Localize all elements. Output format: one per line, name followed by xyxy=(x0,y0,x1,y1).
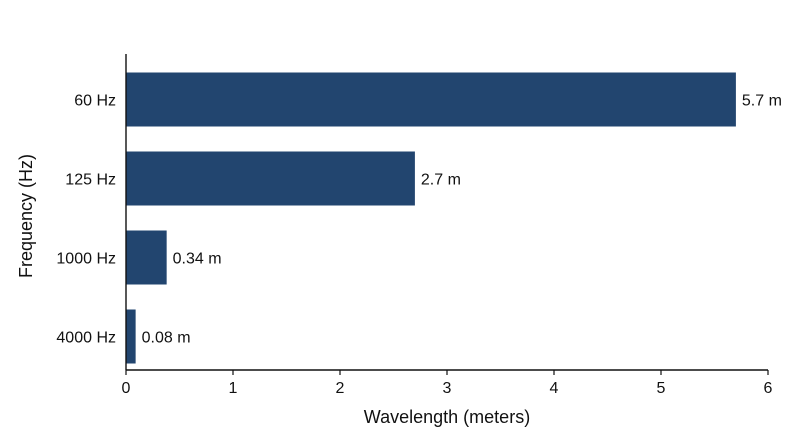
x-tick-label-2: 2 xyxy=(336,380,345,397)
x-tick-label-0: 0 xyxy=(122,380,131,397)
data-label-2: 0.34 m xyxy=(173,251,222,268)
bar-1 xyxy=(126,151,415,206)
x-tick-label-6: 6 xyxy=(764,380,773,397)
bars-group xyxy=(126,72,736,364)
category-label-1: 125 Hz xyxy=(65,172,116,189)
category-labels-group: 60 Hz 125 Hz 1000 Hz 4000 Hz xyxy=(56,93,116,347)
x-tick-label-5: 5 xyxy=(657,380,666,397)
x-axis-title: Wavelength (meters) xyxy=(364,407,530,427)
bar-2 xyxy=(126,230,167,285)
x-tick-label-4: 4 xyxy=(550,380,559,397)
x-tick-label-3: 3 xyxy=(443,380,452,397)
y-axis-title: Frequency (Hz) xyxy=(16,154,36,278)
data-labels-group: 5.7 m 2.7 m 0.34 m 0.08 m xyxy=(142,93,782,347)
bar-0 xyxy=(126,72,736,127)
bar-3 xyxy=(126,309,136,364)
category-label-0: 60 Hz xyxy=(74,93,116,110)
data-label-1: 2.7 m xyxy=(421,172,461,189)
category-label-2: 1000 Hz xyxy=(56,251,116,268)
category-label-3: 4000 Hz xyxy=(56,330,116,347)
x-ticks-group: 0 1 2 3 4 5 6 xyxy=(122,370,773,397)
data-label-0: 5.7 m xyxy=(742,93,782,110)
x-tick-label-1: 1 xyxy=(229,380,238,397)
data-label-3: 0.08 m xyxy=(142,330,191,347)
